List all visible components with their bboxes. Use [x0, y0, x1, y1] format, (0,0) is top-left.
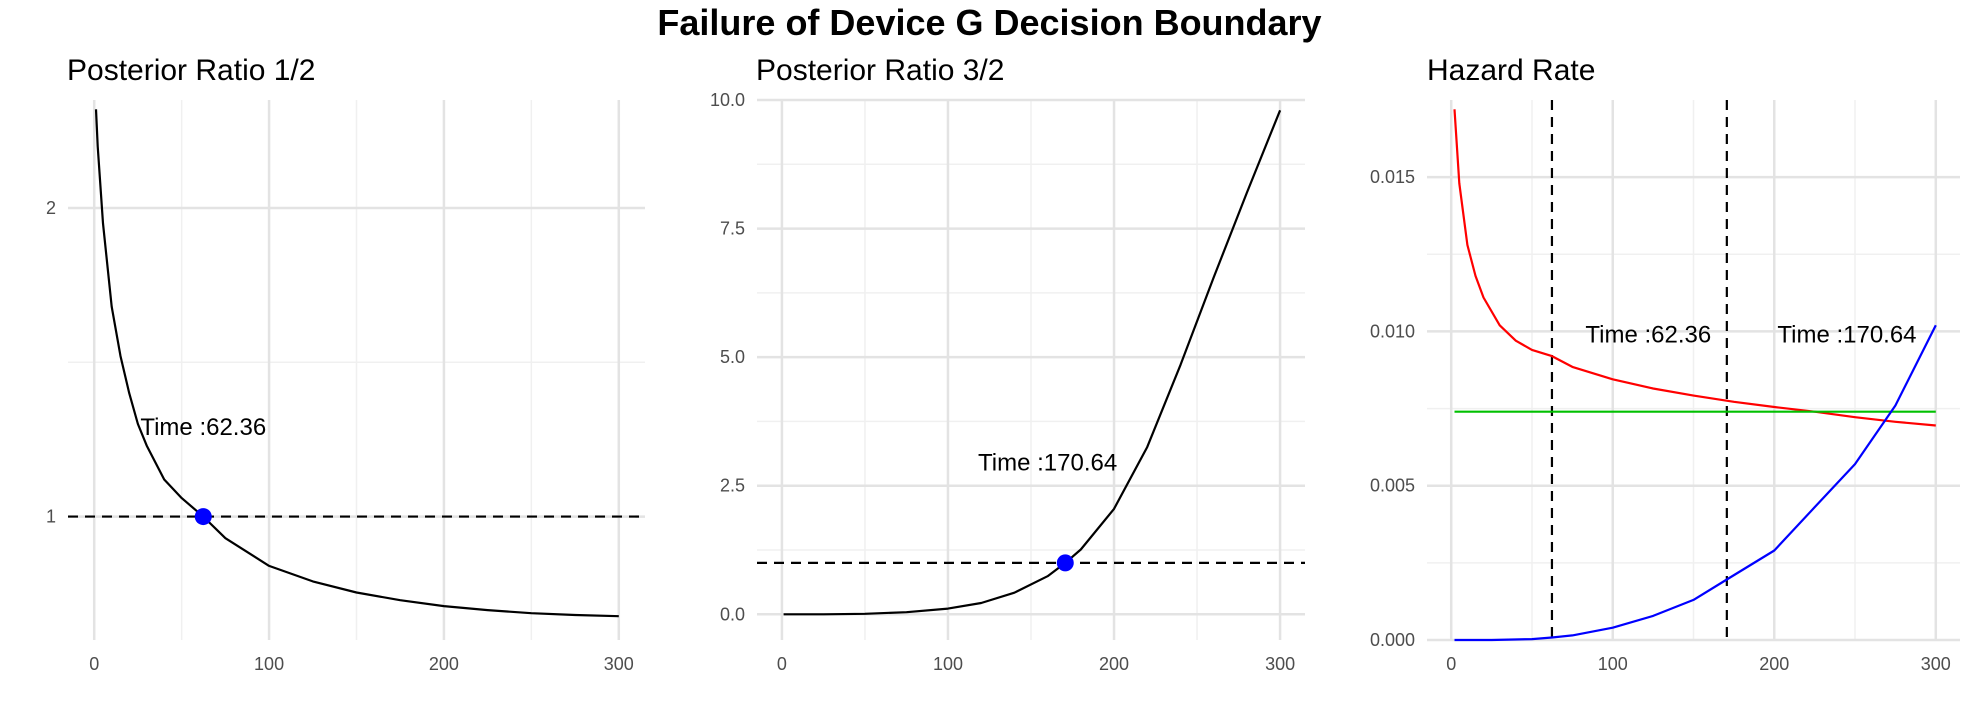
y-tick-label: 2	[46, 198, 56, 218]
y-tick-label: 2.5	[720, 476, 745, 496]
x-tick-label: 300	[604, 654, 634, 674]
y-tick-label: 0.015	[1370, 167, 1415, 187]
x-tick-label: 0	[89, 654, 99, 674]
x-tick-label: 200	[429, 654, 459, 674]
x-tick-label: 0	[777, 654, 787, 674]
x-tick-label: 0	[1446, 654, 1456, 674]
time-annotation: Time :62.36	[1585, 322, 1711, 349]
y-tick-label: 7.5	[720, 219, 745, 239]
x-tick-label: 300	[1265, 654, 1295, 674]
time-annotation: Time :62.36	[140, 414, 266, 441]
x-tick-label: 200	[1099, 654, 1129, 674]
y-tick-label: 1	[46, 507, 56, 527]
time-annotation: Time :170.64	[978, 450, 1117, 477]
x-tick-label: 300	[1921, 654, 1951, 674]
y-tick-label: 10.0	[710, 90, 745, 110]
y-tick-label: 0.0	[720, 604, 745, 624]
panel-title: Hazard Rate	[1427, 54, 1595, 87]
time-annotation: Time :170.64	[1777, 322, 1916, 349]
main-title: Failure of Device G Decision Boundary	[657, 2, 1322, 43]
series-line-1	[1453, 109, 1936, 427]
x-tick-label: 100	[254, 654, 284, 674]
y-tick-label: 5.0	[720, 347, 745, 367]
x-tick-label: 200	[1759, 654, 1789, 674]
y-tick-label: 0.005	[1370, 476, 1415, 496]
panel-title: Posterior Ratio 1/2	[67, 54, 315, 87]
y-tick-label: 0.000	[1370, 630, 1415, 650]
series-line-3	[1454, 324, 1937, 642]
boundary-point	[194, 508, 212, 526]
x-tick-label: 100	[1598, 654, 1628, 674]
series-line-1	[783, 109, 1282, 616]
x-tick-label: 100	[933, 654, 963, 674]
y-tick-label: 0.010	[1370, 321, 1415, 341]
panel-hazard-rate: 0 100 200 300 0.000 0.005 0.010 0.015 Hazard Rat…	[1370, 54, 1960, 674]
panel-title: Posterior Ratio 3/2	[756, 54, 1004, 87]
panel-posterior-ratio-3-2: 0 100 200 300 0.0 2.5 5.0 7.5 10.0 Posterior Rati…	[710, 54, 1305, 674]
panel-posterior-ratio-1-2: 0 100 200 300 1 2 Posterior Ratio 1/2 Time :62.…	[46, 54, 645, 674]
boundary-point	[1056, 554, 1074, 572]
